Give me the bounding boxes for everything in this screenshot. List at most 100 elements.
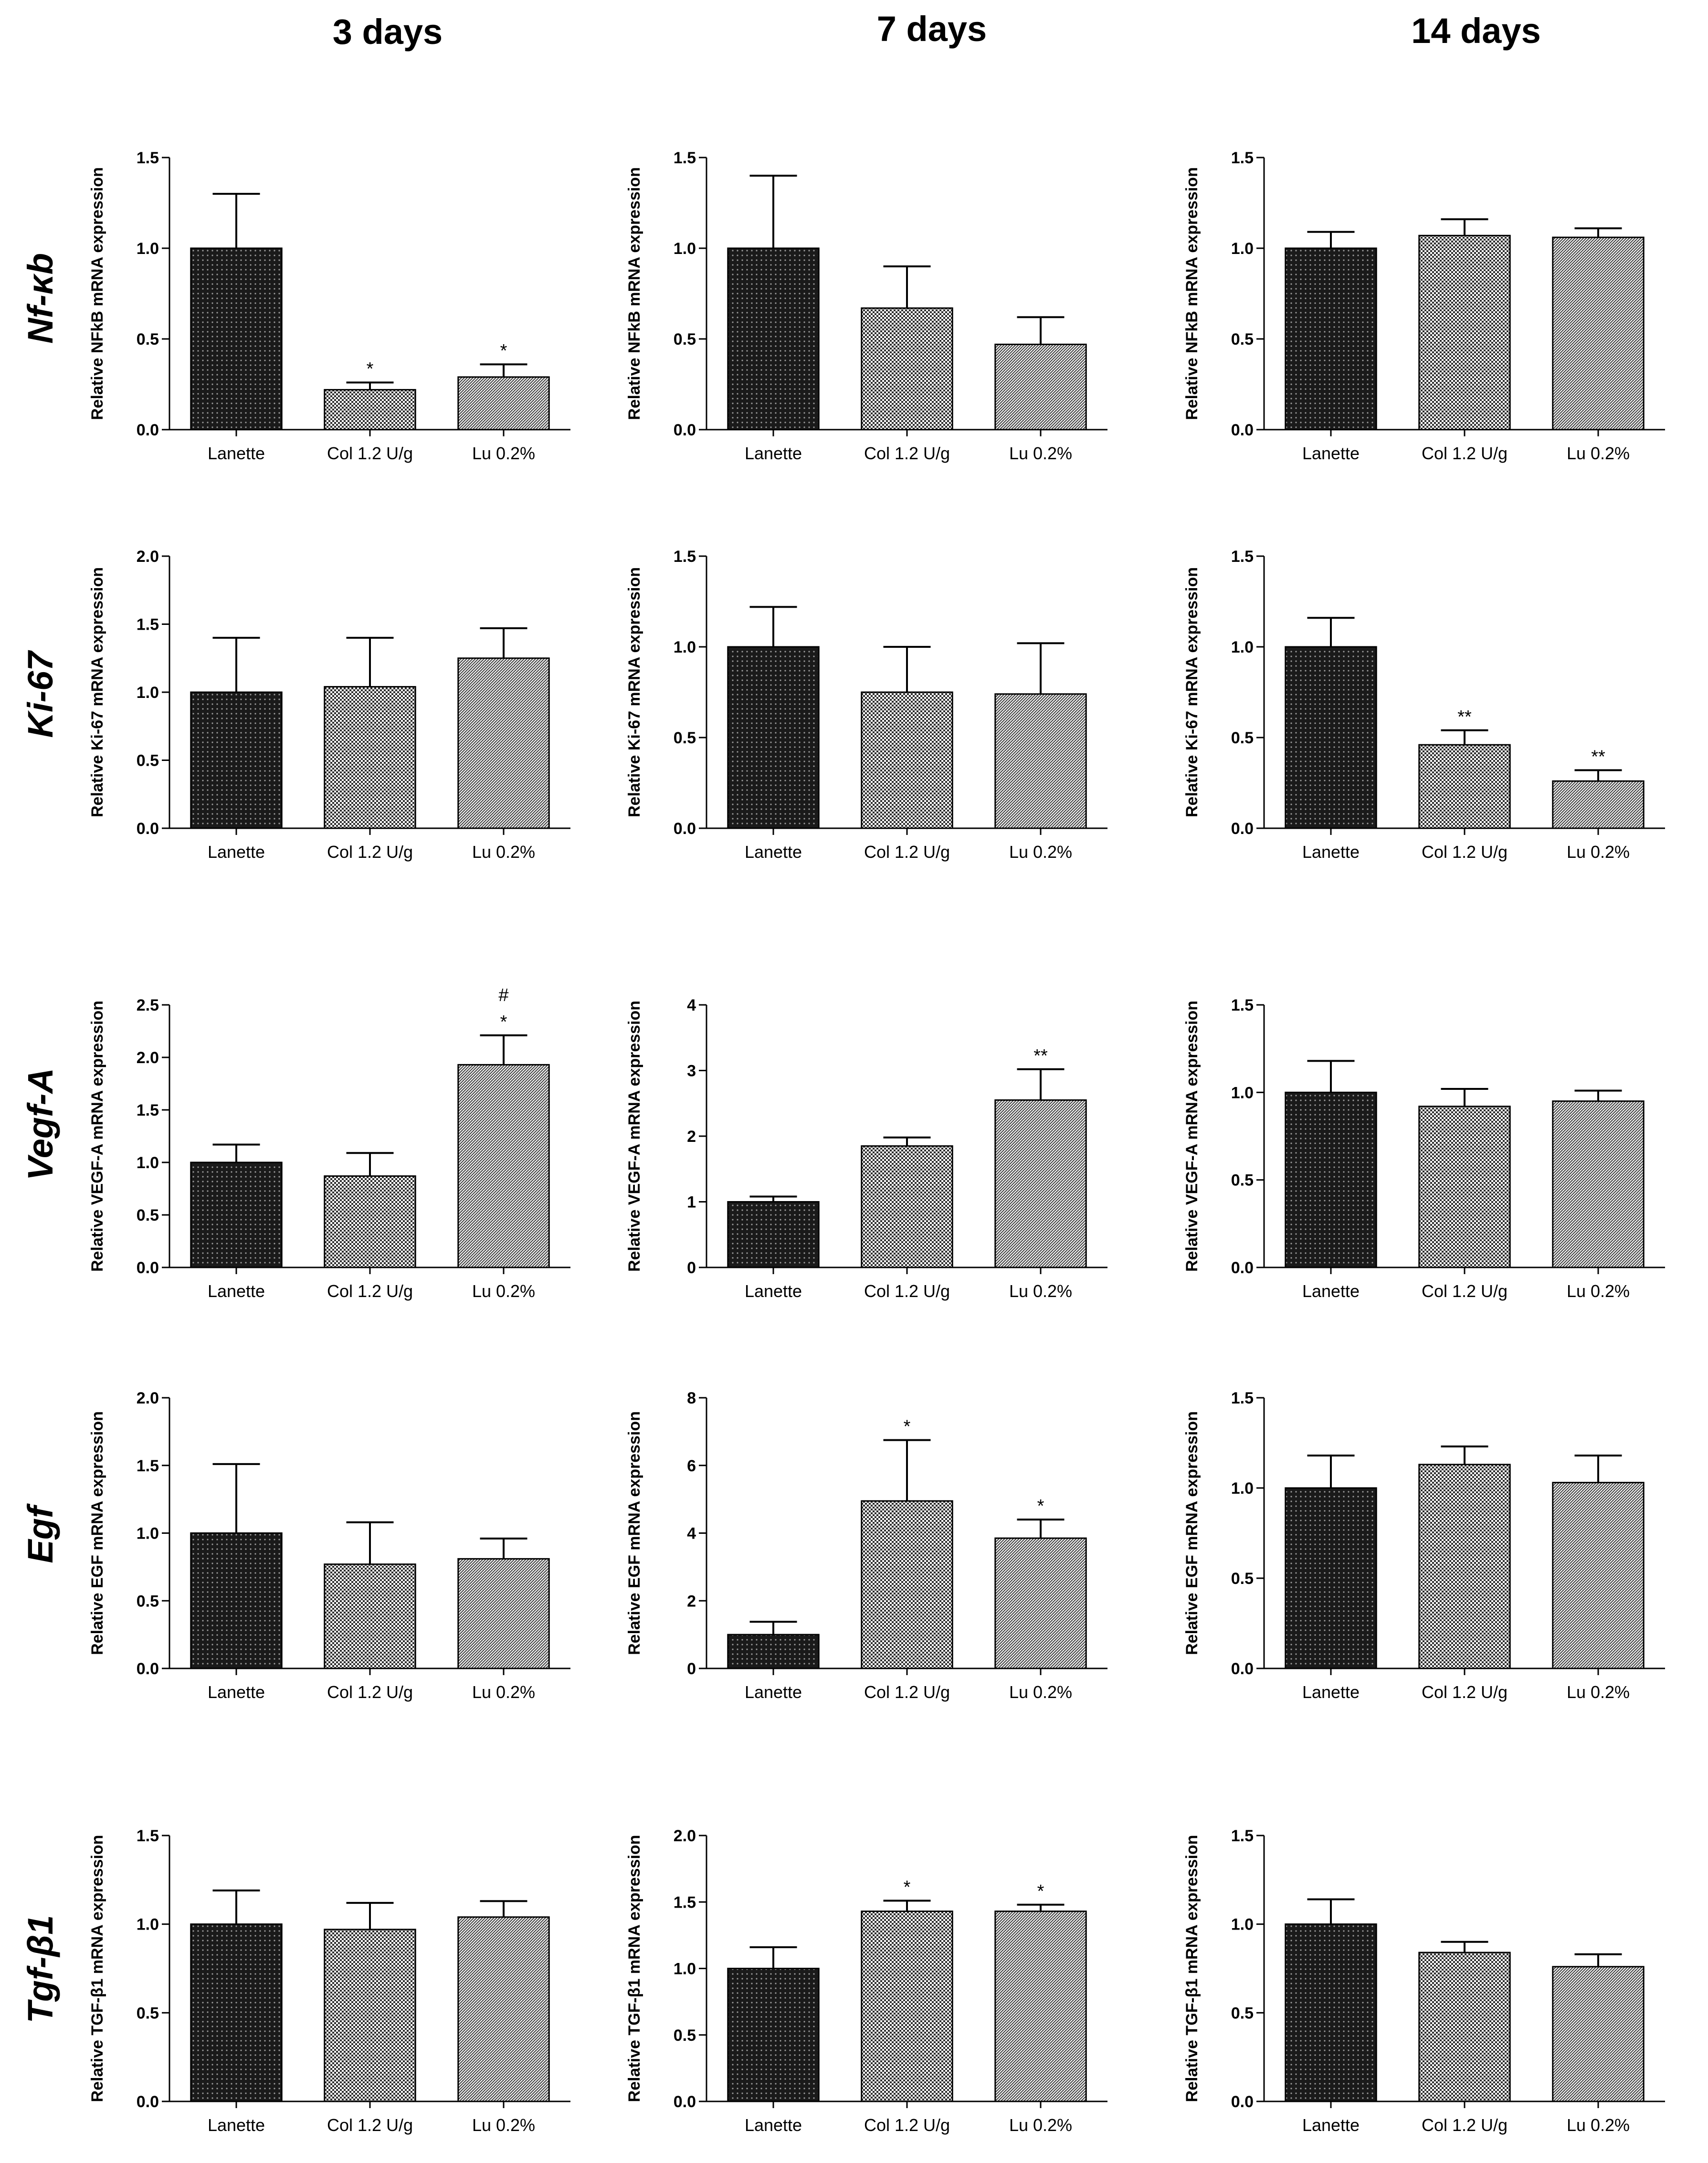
chart-panel-4-0: 0.0 0.5 1.0 1.5 Relative TGF-β1 mRNA express… — [88, 1827, 570, 2135]
bar-1 — [861, 1910, 953, 2102]
bar-2 — [457, 376, 550, 431]
y-tick-label: 1.0 — [674, 638, 696, 656]
y-tick-label: 4 — [687, 1525, 696, 1543]
category-label-0: Lanette — [745, 2115, 802, 2135]
category-label-1: Col 1.2 U/g — [864, 443, 950, 463]
category-label-0: Lanette — [208, 842, 265, 862]
y-axis-label: Relative NFkB mRNA expression — [625, 167, 643, 420]
category-label-0: Lanette — [208, 1281, 265, 1301]
chart-panel-0-0: 0.0 0.5 1.0 1.5 Relative NFkB mRNA expressio… — [88, 149, 570, 463]
y-tick-label: 1.5 — [137, 1827, 159, 1845]
category-label-0: Lanette — [745, 842, 802, 862]
chart-panel-3-2: 0.0 0.5 1.0 1.5 Relative EGF mRNA expression… — [1183, 1389, 1665, 1702]
bar-1 — [861, 691, 953, 829]
bar-2 — [1552, 1100, 1645, 1268]
y-tick-label: 2.5 — [137, 996, 159, 1014]
bar-0 — [1285, 1091, 1377, 1268]
y-tick-label: 0.0 — [137, 820, 159, 838]
y-tick-label: 0.0 — [674, 820, 696, 838]
y-tick-label: 1.0 — [1231, 638, 1254, 656]
category-label-2: Lu 0.2% — [472, 2115, 535, 2135]
category-label-1: Col 1.2 U/g — [327, 2115, 413, 2135]
chart-panel-1-0: 0.0 0.5 1.0 1.5 2.0 Relative Ki-67 mRNA expre… — [88, 548, 570, 862]
chart-panel-0-2: 0.0 0.5 1.0 1.5 Relative NFkB mRNA expressio… — [1183, 149, 1665, 463]
category-label-1: Col 1.2 U/g — [1422, 1682, 1508, 1702]
y-tick-label: 0.5 — [1231, 1570, 1254, 1588]
bar-2 — [994, 343, 1087, 431]
y-axis-label: Relative Ki-67 mRNA expression — [88, 567, 106, 817]
y-axis-label: Relative EGF mRNA expression — [1183, 1411, 1201, 1655]
bar-2 — [457, 1064, 550, 1268]
category-label-1: Col 1.2 U/g — [1422, 2115, 1508, 2135]
category-label-1: Col 1.2 U/g — [1422, 1281, 1508, 1301]
row-title-ki-67: Ki-67 — [21, 650, 60, 738]
y-tick-label: 0.0 — [1231, 2093, 1254, 2111]
bar-2 — [1552, 1966, 1645, 2102]
bar-1 — [861, 307, 953, 431]
category-label-2: Lu 0.2% — [472, 443, 535, 463]
category-label-1: Col 1.2 U/g — [864, 2115, 950, 2135]
bar-1 — [861, 1145, 953, 1268]
significance-mark-2: * — [500, 341, 507, 361]
bar-1 — [861, 1500, 953, 1669]
category-label-2: Lu 0.2% — [1567, 1682, 1630, 1702]
row-title-nf-kb: Nf-κb — [21, 253, 60, 344]
chart-panel-2-2: 0.0 0.5 1.0 1.5 Relative VEGF-A mRNA express… — [1183, 996, 1665, 1301]
category-label-0: Lanette — [1302, 443, 1360, 463]
significance-mark-2: ** — [1033, 1046, 1048, 1066]
y-tick-label: 1.0 — [137, 1916, 159, 1934]
y-tick-label: 0.5 — [137, 752, 159, 770]
y-tick-label: 1.5 — [1231, 548, 1254, 566]
bar-2 — [457, 657, 550, 829]
y-tick-label: 0.0 — [674, 2093, 696, 2111]
y-tick-label: 0.0 — [674, 421, 696, 439]
category-label-2: Lu 0.2% — [1009, 1281, 1072, 1301]
chart-panel-1-2: 0.0 0.5 1.0 1.5 Relative Ki-67 mRNA expressi… — [1183, 548, 1665, 862]
bar-0 — [727, 1968, 820, 2102]
bar-0 — [190, 1532, 283, 1669]
y-tick-label: 0 — [687, 1259, 696, 1277]
bar-1 — [324, 1563, 416, 1669]
y-tick-label: 1.0 — [137, 684, 159, 702]
y-tick-label: 2.0 — [674, 1827, 696, 1845]
category-label-2: Lu 0.2% — [472, 842, 535, 862]
y-axis-label: Relative NFkB mRNA expression — [88, 167, 106, 420]
row-headers: Nf-κb Ki-67 Vegf-A Egf Tgf-β1 — [21, 253, 60, 2023]
y-tick-label: 1.0 — [1231, 1916, 1254, 1934]
bar-1 — [1418, 1952, 1511, 2102]
y-tick-label: 0.5 — [137, 1206, 159, 1224]
y-tick-label: 0.5 — [674, 2026, 696, 2045]
row-title-egf: Egf — [21, 1503, 60, 1563]
y-axis-label: Relative TGF-β1 mRNA expression — [625, 1835, 643, 2102]
y-tick-label: 1.5 — [1231, 149, 1254, 167]
y-tick-label: 0.5 — [1231, 330, 1254, 348]
column-title-3-days: 3 days — [333, 12, 443, 52]
y-tick-label: 1.0 — [1231, 1084, 1254, 1102]
y-axis-label: Relative EGF mRNA expression — [625, 1411, 643, 1655]
row-title-vegf-a: Vegf-A — [21, 1068, 60, 1181]
y-tick-label: 0.5 — [137, 2004, 159, 2022]
y-tick-label: 8 — [687, 1389, 696, 1407]
bar-0 — [190, 691, 283, 829]
y-tick-label: 2 — [687, 1592, 696, 1610]
y-tick-label: 1.0 — [1231, 240, 1254, 258]
y-tick-label: 1.5 — [137, 149, 159, 167]
bar-2 — [457, 1916, 550, 2102]
significance-mark-2: # — [498, 985, 508, 1005]
chart-panel-1-1: 0.0 0.5 1.0 1.5 Relative Ki-67 mRNA expressi… — [625, 548, 1107, 862]
y-tick-label: 2.0 — [137, 1049, 159, 1067]
y-tick-label: 0.5 — [1231, 2004, 1254, 2022]
bar-0 — [190, 1923, 283, 2102]
y-tick-label: 0.0 — [137, 2093, 159, 2111]
column-title-14-days: 14 days — [1411, 11, 1541, 51]
y-tick-label: 2.0 — [137, 1389, 159, 1407]
category-label-1: Col 1.2 U/g — [1422, 443, 1508, 463]
category-label-0: Lanette — [745, 1682, 802, 1702]
row-title-tgf-b1: Tgf-β1 — [21, 1915, 60, 2024]
bar-0 — [727, 1201, 820, 1268]
y-axis-label: Relative TGF-β1 mRNA expression — [88, 1835, 106, 2102]
y-axis-label: Relative VEGF-A mRNA expression — [88, 1001, 106, 1272]
category-label-2: Lu 0.2% — [1567, 1281, 1630, 1301]
significance-mark-1: ** — [1457, 707, 1472, 727]
bar-2 — [994, 1099, 1087, 1268]
